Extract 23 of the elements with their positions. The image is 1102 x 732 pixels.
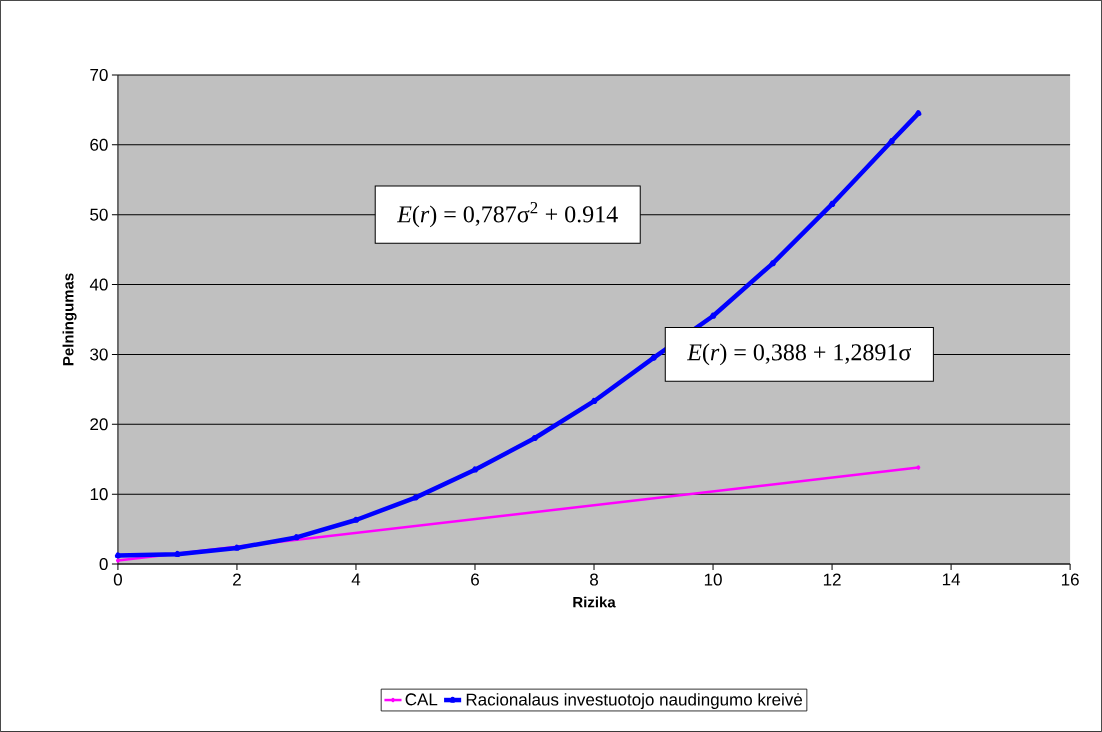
y-tick-label: 30 <box>90 348 108 361</box>
legend-label: Racionalaus investuotojo naudingumo kreivė <box>466 693 803 710</box>
y-tick-label: 60 <box>90 138 108 151</box>
x-tick-label: 6 <box>471 573 479 586</box>
x-tick-label: 14 <box>942 573 961 586</box>
y-tick-label: 20 <box>90 418 108 431</box>
x-tick-label: 16 <box>1061 573 1079 586</box>
y-tick-label: 50 <box>90 208 108 221</box>
y-tick-label: 70 <box>90 68 108 81</box>
annotation: E(r) = 0,388 + 1,2891σ <box>687 343 911 366</box>
x-tick-label: 0 <box>113 573 122 586</box>
x-tick-label: 8 <box>590 573 599 586</box>
annotation: E(r) = 0,787σ$^{2}$ + 0.914 <box>396 202 618 228</box>
x-tick-label: 12 <box>823 573 841 586</box>
x-tick-label: 2 <box>233 573 241 586</box>
x-axis-title: Rizika <box>573 596 616 608</box>
legend-label: CAL <box>405 693 438 706</box>
x-tick-label: 4 <box>351 573 361 586</box>
y-axis-title: Pelningumas <box>62 273 77 366</box>
y-tick-label: 10 <box>90 488 108 501</box>
y-tick-label: 40 <box>89 278 108 291</box>
x-tick-label: 10 <box>704 573 722 586</box>
y-tick-label: 0 <box>99 558 108 571</box>
